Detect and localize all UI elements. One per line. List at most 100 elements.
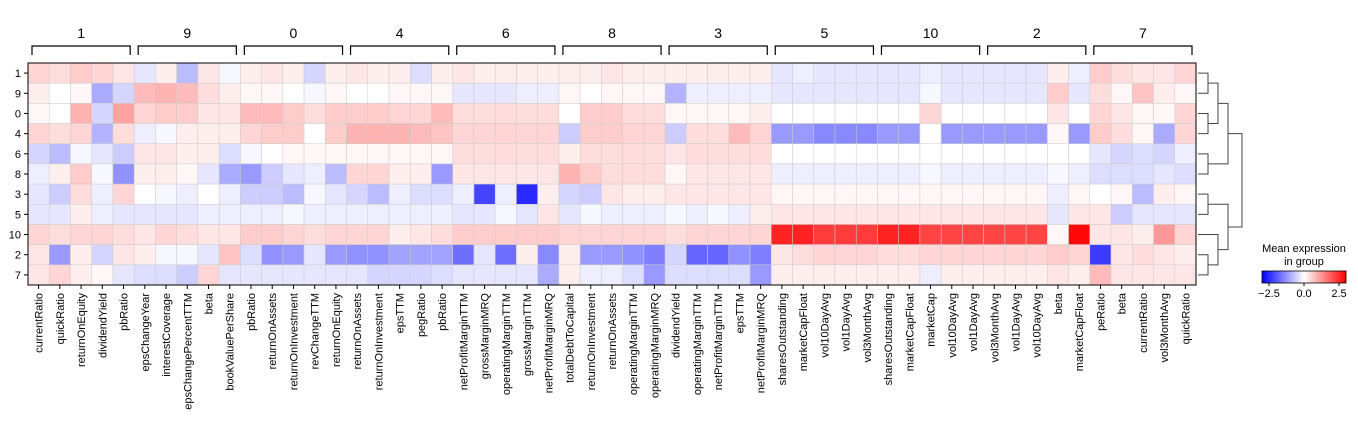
heatmap-cell: [282, 103, 305, 124]
column-tick-label: vol10DayAvg: [819, 293, 831, 358]
heatmap-cell: [473, 82, 496, 104]
heatmap-cell: [197, 62, 220, 84]
heatmap-cell: [516, 82, 538, 104]
heatmap-cell: [388, 264, 411, 286]
heatmap-cell: [1047, 204, 1069, 225]
heatmap-cell: [218, 204, 241, 225]
column-tick-label: marketCapFloat: [798, 293, 810, 371]
column-tick-label: quickRatio: [55, 293, 67, 344]
heatmap-cell: [388, 244, 411, 266]
row-tick-label: 0: [15, 108, 21, 120]
heatmap-cell: [686, 143, 708, 165]
heatmap-cell: [133, 143, 156, 165]
heatmap-cell: [622, 244, 645, 266]
heatmap-cell: [749, 123, 772, 144]
heatmap-cell: [771, 62, 793, 84]
heatmap-cell: [728, 123, 751, 144]
heatmap-cell: [601, 103, 623, 124]
heatmap-cell: [282, 163, 305, 185]
heatmap-cell: [643, 163, 666, 185]
heatmap-cell: [367, 62, 390, 84]
heatmap-cell: [70, 123, 92, 144]
heatmap-cell: [855, 224, 878, 245]
heatmap-cell: [601, 123, 623, 144]
heatmap-cell: [410, 62, 432, 84]
heatmap-cell: [516, 224, 538, 245]
heatmap-cell: [1004, 244, 1027, 266]
heatmap-cell: [1110, 62, 1133, 84]
heatmap-cell: [983, 204, 1006, 225]
heatmap-cell: [1068, 82, 1091, 104]
heatmap-cell: [771, 82, 793, 104]
heatmap-cell: [1025, 224, 1048, 245]
column-tick-label: operatingMarginTTM: [628, 293, 640, 395]
heatmap-cell: [452, 143, 475, 165]
heatmap-cell: [877, 103, 899, 124]
heatmap-cell: [707, 183, 730, 205]
column-tick-label: vol10DayAvg: [1032, 293, 1044, 358]
heatmap-cell: [558, 82, 581, 104]
heatmap-cell: [176, 183, 199, 205]
heatmap-cell: [643, 204, 666, 225]
heatmap-cell: [813, 82, 836, 104]
heatmap-cell: [388, 123, 411, 144]
heatmap-cell: [48, 224, 71, 245]
heatmap-cell: [919, 62, 942, 84]
heatmap-cell: [155, 244, 177, 266]
heatmap-cell: [813, 204, 836, 225]
heatmap-cell: [261, 103, 284, 124]
heatmap-cell: [346, 183, 369, 205]
heatmap-cell: [1004, 264, 1027, 286]
group-label: 3: [714, 25, 722, 41]
heatmap-cell: [261, 224, 284, 245]
heatmap-cell: [1132, 62, 1154, 84]
dendrogram-branch: [1228, 133, 1243, 228]
heatmap-cell: [558, 163, 581, 185]
heatmap-cell: [388, 143, 411, 165]
heatmap-cell: [537, 204, 560, 225]
colorbar-tick-label: −2.5: [1258, 288, 1280, 300]
heatmap-cell: [983, 244, 1006, 266]
heatmap-cell: [1153, 62, 1176, 84]
heatmap-cell: [197, 123, 220, 144]
heatmap-cell: [855, 103, 878, 124]
heatmap-cell: [346, 103, 369, 124]
heatmap-cell: [622, 143, 645, 165]
heatmap-cell: [27, 82, 50, 104]
heatmap-cell: [27, 224, 50, 245]
heatmap-cell: [579, 82, 602, 104]
heatmap-cell: [1132, 183, 1154, 205]
heatmap-cell: [431, 62, 453, 84]
column-tick-label: vol3MonthAvg: [989, 293, 1001, 363]
heatmap-cell: [473, 123, 496, 144]
heatmap-cell: [112, 103, 135, 124]
heatmap-cell: [27, 143, 50, 165]
heatmap-cell: [494, 82, 517, 104]
heatmap-cell: [601, 82, 623, 104]
heatmap-cell: [1153, 244, 1176, 266]
heatmap-cell: [834, 183, 857, 205]
group-bracket: [456, 45, 556, 55]
heatmap-cell: [240, 183, 262, 205]
group-label: 2: [1033, 25, 1041, 41]
heatmap-cell: [133, 244, 156, 266]
heatmap-cell: [983, 82, 1006, 104]
column-tick-label: grossMarginMRQ: [480, 293, 492, 380]
heatmap-cell: [855, 244, 878, 266]
row-tick-labels: 1 9 0 4 6 8 3 5 10 2 7: [9, 68, 28, 282]
heatmap-cell: [940, 163, 963, 185]
heatmap-cell: [1047, 244, 1069, 266]
heatmap-cell: [1047, 123, 1069, 144]
heatmap-cell: [240, 143, 262, 165]
heatmap-cell: [622, 183, 645, 205]
heatmap-cell: [622, 163, 645, 185]
heatmap-cell: [325, 82, 347, 104]
heatmap-cell: [622, 62, 645, 84]
heatmap-cell: [877, 62, 899, 84]
heatmap-cell: [1025, 183, 1048, 205]
row-tick-label: 7: [15, 270, 21, 282]
heatmap-cell: [516, 163, 538, 185]
heatmap-cell: [197, 82, 220, 104]
heatmap-cell: [494, 163, 517, 185]
heatmap-cell: [558, 62, 581, 84]
